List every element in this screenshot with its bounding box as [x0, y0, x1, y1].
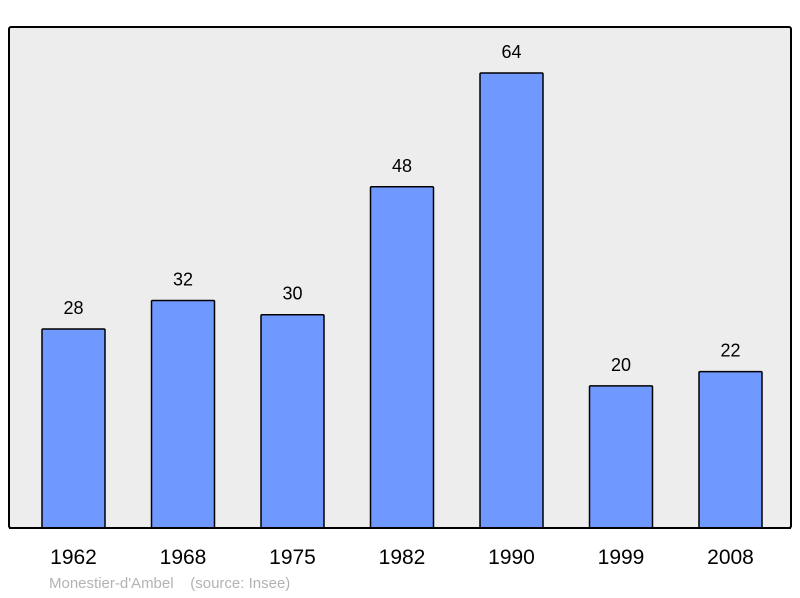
place-name: Monestier-d'Ambel — [49, 575, 174, 592]
data-label-1990: 64 — [501, 42, 521, 62]
x-tick-label: 1982 — [379, 546, 426, 569]
x-tick-label: 2008 — [707, 546, 754, 569]
bar-1975 — [260, 313, 325, 529]
data-label-1975: 30 — [282, 284, 302, 304]
data-label-1982: 48 — [392, 156, 412, 176]
data-label-1999: 20 — [611, 355, 631, 375]
data-label-1968: 32 — [173, 270, 193, 290]
bar-1962 — [41, 328, 106, 529]
chart-footer: Monestier-d'Ambel (source: Insee) — [49, 575, 290, 592]
bar-1999 — [588, 385, 654, 529]
x-tick-label: 1990 — [488, 546, 535, 569]
source-note: (source: Insee) — [190, 575, 291, 592]
bar-1982 — [369, 186, 435, 529]
x-tick-label: 1968 — [160, 546, 207, 569]
bar-1990 — [479, 72, 544, 529]
data-label-1962: 28 — [63, 298, 83, 318]
x-tick-label: 1962 — [50, 546, 97, 569]
data-label-2008: 22 — [720, 341, 740, 361]
x-tick-label: 1999 — [598, 546, 645, 569]
bar-2008 — [698, 370, 763, 529]
x-tick-label: 1975 — [269, 546, 316, 569]
bar-1968 — [150, 299, 216, 529]
